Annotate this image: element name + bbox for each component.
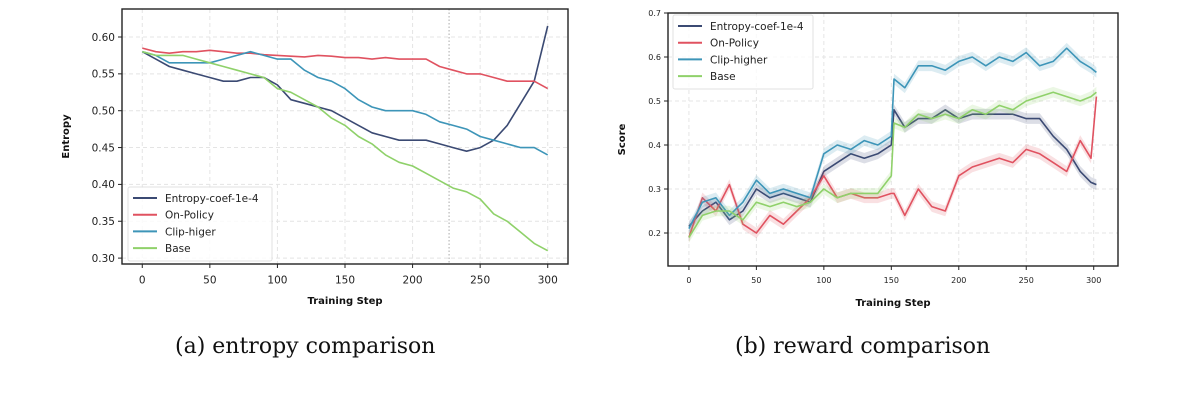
legend-label: Base bbox=[710, 71, 736, 83]
y-tick-label: 0.40 bbox=[92, 179, 115, 191]
series-line-on-policy bbox=[142, 47, 549, 90]
y-tick-label: 0.6 bbox=[648, 53, 661, 62]
series-band-3 bbox=[688, 86, 1097, 243]
x-tick-label: 300 bbox=[538, 275, 558, 287]
series-line-entropy-coef-1e-4 bbox=[688, 109, 1097, 227]
y-axis-label: Score bbox=[617, 123, 628, 155]
series-line-clip-higher bbox=[688, 47, 1097, 229]
y-tick-label: 0.30 bbox=[92, 253, 115, 265]
legend-label: On-Policy bbox=[165, 210, 214, 222]
plot-frame bbox=[667, 12, 1119, 267]
x-tick-label: 300 bbox=[1086, 276, 1101, 285]
y-tick-label: 0.45 bbox=[92, 142, 115, 154]
caption-b: (b) reward comparison bbox=[735, 334, 991, 359]
legend-box bbox=[127, 186, 273, 262]
caption-a: (a) entropy comparison bbox=[175, 334, 436, 359]
y-tick-label: 0.55 bbox=[92, 69, 115, 81]
series-band-0 bbox=[688, 104, 1097, 232]
y-tick-label: 0.3 bbox=[648, 185, 661, 194]
legend: Entropy-coef-1e-4 On-Policy Clip-higer Base bbox=[127, 186, 273, 262]
y-tick-label: 0.7 bbox=[648, 9, 661, 18]
legend-label: Clip-higer bbox=[165, 226, 216, 238]
y-tick-label: 0.35 bbox=[92, 216, 115, 228]
y-tick-label: 0.2 bbox=[648, 229, 661, 238]
x-tick-label: 50 bbox=[203, 275, 216, 287]
y-tick-label: 0.5 bbox=[648, 97, 661, 106]
x-tick-label: 100 bbox=[816, 276, 831, 285]
series-line-entropy-coef-1e-4 bbox=[141, 25, 549, 152]
x-axis-label: Training Step bbox=[855, 298, 930, 309]
x-tick-label: 150 bbox=[335, 275, 355, 287]
x-tick-label: 250 bbox=[1019, 276, 1034, 285]
x-tick-label: 50 bbox=[751, 276, 761, 285]
x-tick-label: 250 bbox=[470, 275, 490, 287]
x-tick-label: 200 bbox=[951, 276, 966, 285]
x-tick-label: 150 bbox=[884, 276, 899, 285]
chart-reward: 0 50 100 150 200 250 300 0.2 0.3 0.4 0.5 0.6 0.7 Trai… bbox=[617, 9, 1119, 309]
legend-label: Clip-higher bbox=[710, 54, 768, 66]
legend: Entropy-coef-1e-4 On-Policy Clip-higher Bas… bbox=[672, 14, 814, 90]
legend-label: Base bbox=[165, 243, 191, 255]
x-axis-label: Training Step bbox=[307, 296, 382, 307]
chart-entropy: 0 50 100 150 200 250 300 0.30 0.35 0.40 0.45 0.50 0.… bbox=[61, 8, 569, 307]
x-tick-label: 200 bbox=[403, 275, 423, 287]
series-line-on-policy bbox=[688, 96, 1098, 238]
series-line-base bbox=[688, 91, 1097, 238]
y-tick-label: 0.50 bbox=[92, 105, 115, 117]
y-tick-label: 0.4 bbox=[648, 141, 661, 150]
legend-box bbox=[672, 14, 814, 90]
x-tick-label: 0 bbox=[686, 276, 691, 285]
legend-label: On-Policy bbox=[710, 38, 759, 50]
x-tick-label: 100 bbox=[267, 275, 287, 287]
series-line-base bbox=[142, 50, 549, 252]
y-tick-label: 0.60 bbox=[92, 32, 115, 44]
series-band-2 bbox=[688, 42, 1097, 234]
legend-label: Entropy-coef-1e-4 bbox=[165, 193, 259, 205]
legend-label: Entropy-coef-1e-4 bbox=[710, 21, 804, 33]
x-tick-label: 0 bbox=[139, 275, 146, 287]
y-axis-label: Entropy bbox=[61, 114, 72, 159]
